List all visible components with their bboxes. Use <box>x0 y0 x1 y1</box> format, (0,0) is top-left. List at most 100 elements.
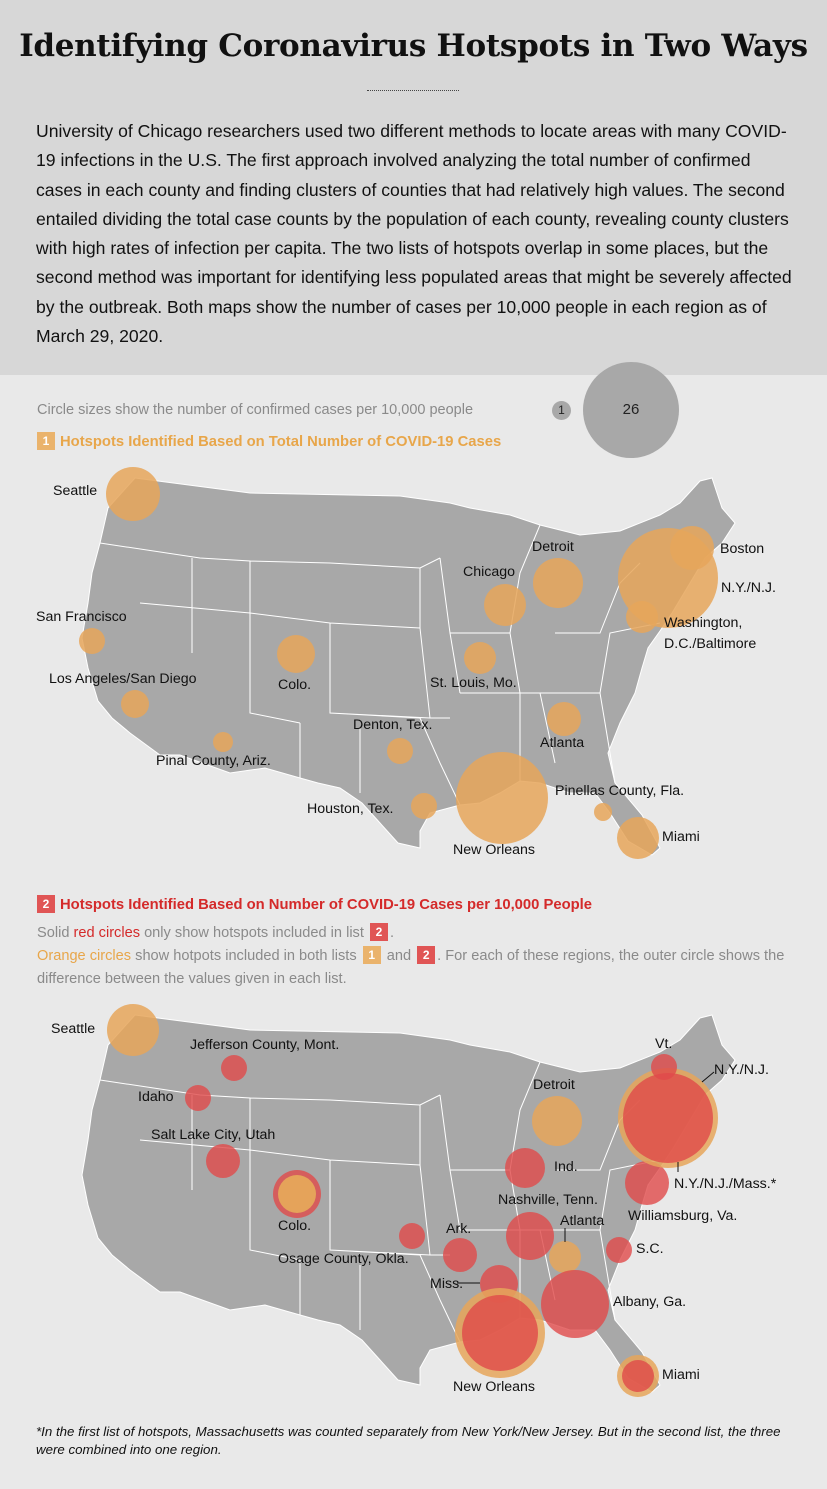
circle-ind-2 <box>505 1148 545 1188</box>
label-seattle-1: Seattle <box>53 483 98 499</box>
label-colo-2: Colo. <box>278 1218 312 1234</box>
label-pinellas-1: Pinellas County, Fla. <box>555 783 685 799</box>
label-nynj-1: N.Y./N.J. <box>721 580 776 596</box>
circle-houston-1 <box>411 793 437 819</box>
label-vt-2: Vt. <box>655 1036 673 1052</box>
label-stlouis-1: St. Louis, Mo. <box>430 675 517 691</box>
map-total-cases: Seattle San Francisco Los Angeles/San Di… <box>0 463 827 873</box>
section2-title: 2 Hotspots Identified Based on Number of … <box>37 895 592 913</box>
label-idaho-2: Idaho <box>138 1089 174 1105</box>
legend-text-a: Solid <box>37 925 74 941</box>
circle-seattle-1 <box>106 467 160 521</box>
legend-orange-label: Orange circles <box>37 948 132 964</box>
circle-jefferson-2 <box>221 1055 247 1081</box>
section2-title-text: Hotspots Identified Based on Number of C… <box>60 897 593 913</box>
label-miss-2: Miss. <box>430 1276 464 1292</box>
label-sf-1: San Francisco <box>36 609 127 625</box>
circle-sf-1 <box>79 628 105 654</box>
label-albany-2: Albany, Ga. <box>613 1294 687 1310</box>
scale-note: Circle sizes show the number of confirme… <box>37 402 474 418</box>
map2-circles <box>107 1004 718 1397</box>
footnote: *In the first list of hotspots, Massachu… <box>36 1424 781 1457</box>
legend-text-d: . For each of these regions, the outer c… <box>37 948 785 987</box>
circle-colo-1 <box>277 635 315 673</box>
circle-pinal-1 <box>213 732 233 752</box>
circle-albany-2 <box>541 1270 609 1338</box>
title-divider <box>367 90 459 91</box>
circle-stlouis-1 <box>464 642 496 674</box>
label-chicago-1: Chicago <box>463 564 516 580</box>
label-nashville-2: Nashville, Tenn. <box>498 1192 598 1208</box>
label-nynjmass-2: N.Y./N.J./Mass.* <box>674 1176 777 1192</box>
map1-circles <box>79 467 718 859</box>
label-atlanta-2: Atlanta <box>560 1213 605 1229</box>
page-title: Identifying Coronavirus Hotspots in Two … <box>19 28 808 64</box>
label-miami-2: Miami <box>662 1367 700 1383</box>
label-washington-1: Washington, <box>664 615 743 631</box>
circle-detroit-2 <box>532 1096 582 1146</box>
label-ind-2: Ind. <box>554 1159 578 1175</box>
legend-badge-2b: 2 <box>417 946 436 964</box>
circle-neworleans-1 <box>456 752 548 844</box>
label-jefferson-2: Jefferson County, Mont. <box>190 1037 340 1053</box>
circle-ark-2 <box>443 1238 477 1272</box>
circle-neworleans-2-inner <box>462 1295 538 1371</box>
intro-panel: Identifying Coronavirus Hotspots in Two … <box>0 0 827 375</box>
circle-williamsburg-2 <box>625 1161 669 1205</box>
label-detroit-1: Detroit <box>532 539 574 555</box>
circle-atlanta-2 <box>549 1241 581 1273</box>
legend-text-end: . <box>389 925 395 941</box>
section1-title: 1 Hotspots Identified Based on Total Numb… <box>37 432 501 450</box>
label-colo-1: Colo. <box>278 677 312 693</box>
label-detroit-2: Detroit <box>533 1077 575 1093</box>
label-neworleans-1: New Orleans <box>453 842 536 858</box>
circle-atlanta-1 <box>547 702 581 736</box>
label-miami-1: Miami <box>662 829 700 845</box>
circle-boston-1 <box>670 526 714 570</box>
label-pinal-1: Pinal County, Ariz. <box>156 753 271 769</box>
legend-red-label: red circles <box>73 925 141 941</box>
circle-miami-2-inner <box>622 1360 654 1392</box>
label-atlanta-1: Atlanta <box>540 735 585 751</box>
map1-svg <box>79 467 736 859</box>
circle-la-1 <box>121 690 149 718</box>
circle-sc-2 <box>606 1237 632 1263</box>
scale-max-circle: 26 <box>583 362 679 458</box>
legend-badge-1b: 1 <box>362 946 381 964</box>
legend-text-and: and <box>382 948 416 964</box>
leader-lines-2 <box>457 1071 715 1284</box>
label-washington-1b: D.C./Baltimore <box>664 636 757 652</box>
label-la-1: Los Angeles/San Diego <box>49 671 197 687</box>
intro-text: University of Chicago researchers used t… <box>36 121 792 347</box>
section2-legend: Solid red circles only show hotspots inc… <box>37 922 797 991</box>
label-nynj-2: N.Y./N.J. <box>714 1062 769 1078</box>
circle-osage-2 <box>399 1223 425 1249</box>
label-ark-2: Ark. <box>446 1221 472 1237</box>
circle-denton-1 <box>387 738 413 764</box>
circle-vt-2 <box>651 1054 677 1080</box>
circle-idaho-2 <box>185 1085 211 1111</box>
label-seattle-2: Seattle <box>51 1021 96 1037</box>
us-outline-2 <box>81 1014 736 1393</box>
list1-badge: 1 <box>37 432 55 450</box>
circle-nashville-2 <box>506 1212 554 1260</box>
scale-min-circle: 1 <box>552 401 571 420</box>
label-williamsburg-2: Williamsburg, Va. <box>628 1208 738 1224</box>
circle-seattle-2 <box>107 1004 159 1056</box>
circle-chicago-1 <box>484 584 526 626</box>
legend-text-b: only show hotspots included in list <box>140 925 368 941</box>
label-houston-1: Houston, Tex. <box>307 801 394 817</box>
circle-slc-2 <box>206 1144 240 1178</box>
circle-miami-1 <box>617 817 659 859</box>
label-slc-2: Salt Lake City, Utah <box>151 1127 276 1143</box>
legend-badge-2: 2 <box>369 923 388 941</box>
label-sc-2: S.C. <box>636 1241 664 1257</box>
list2-badge: 2 <box>37 895 55 913</box>
circle-detroit-1 <box>533 558 583 608</box>
state-borders-1 <box>99 524 661 806</box>
label-neworleans-2: New Orleans <box>453 1379 536 1395</box>
map2-svg <box>81 1004 736 1397</box>
label-denton-1: Denton, Tex. <box>353 717 433 733</box>
circle-nynj-2-inner <box>623 1073 713 1163</box>
map-cases-per-capita: Seattle Jefferson County, Mont. Idaho Sa… <box>0 1000 827 1420</box>
